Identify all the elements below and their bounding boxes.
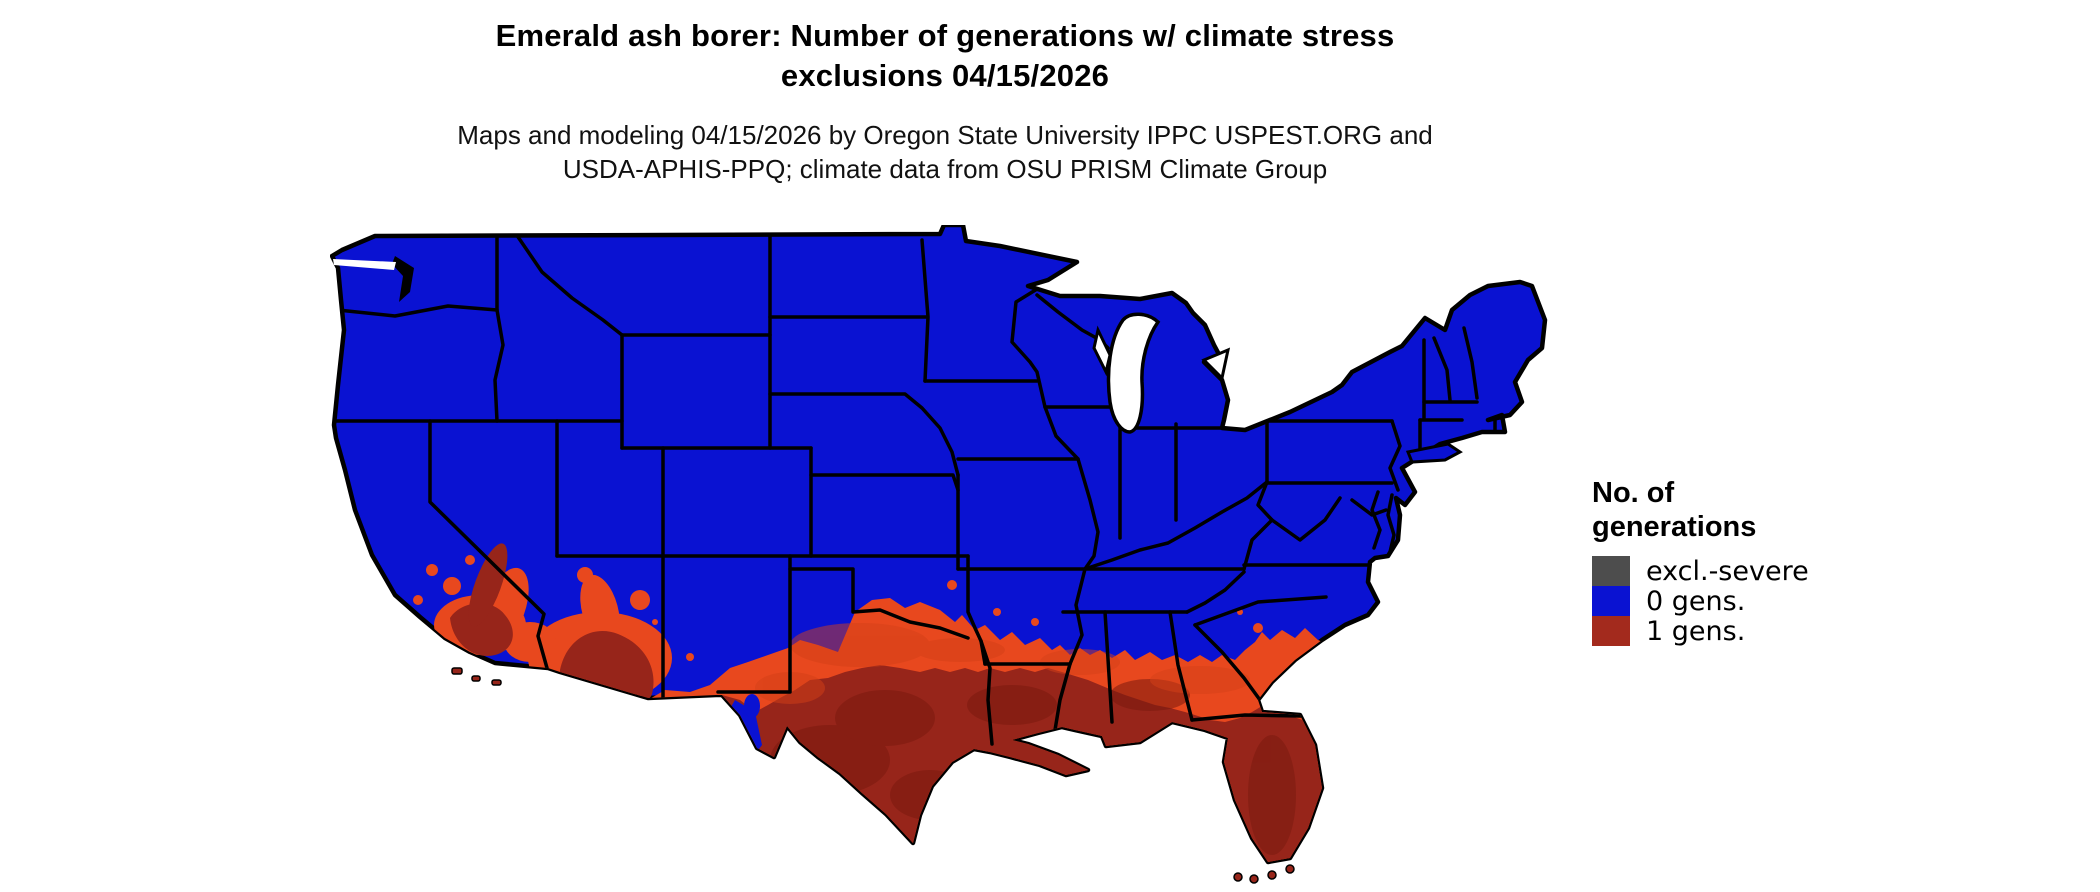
legend-swatch-1 — [1592, 586, 1630, 616]
puget-sound — [392, 256, 414, 302]
legend-label-2: 1 gens. — [1646, 615, 1746, 647]
legend-swatch-0 — [1592, 556, 1630, 586]
legend-title-line1: No. of — [1592, 477, 1675, 509]
legend: No. of generations excl.-severe 0 gens. 1 … — [1592, 476, 1809, 647]
us-map-svg — [329, 222, 1548, 884]
legend-label-1: 0 gens. — [1646, 585, 1746, 617]
channel-islands — [451, 667, 502, 686]
legend-rows: excl.-severe 0 gens. 1 gens. — [1592, 555, 1809, 647]
map-subtitle-line1: Maps and modeling 04/15/2026 by Oregon S… — [457, 120, 1433, 150]
strait-juan-de-fuca — [333, 259, 396, 270]
legend-item-1: 0 gens. — [1592, 585, 1809, 617]
map-subtitle-line2: USDA-APHIS-PPQ; climate data from OSU PR… — [562, 154, 1328, 184]
green-bay — [1092, 325, 1112, 377]
saginaw-bay — [1201, 347, 1231, 382]
map-title-line2: exclusions 04/15/2026 — [780, 58, 1110, 93]
legend-label-0: excl.-severe — [1646, 555, 1809, 587]
map-title-line1: Emerald ash borer: Number of generations… — [495, 18, 1395, 53]
legend-item-2: 1 gens. — [1592, 615, 1809, 647]
lake-michigan — [1106, 312, 1161, 434]
legend-title-line2: generations — [1592, 511, 1757, 543]
florida-keys — [1233, 864, 1295, 884]
title-block: Emerald ash borer: Number of generations… — [0, 16, 1890, 186]
long-island — [1405, 442, 1463, 464]
legend-swatch-2 — [1592, 616, 1630, 646]
us-generations-map — [329, 222, 1560, 885]
legend-item-0: excl.-severe — [1592, 555, 1809, 587]
great-lakes — [333, 256, 1231, 434]
islands — [451, 442, 1463, 884]
